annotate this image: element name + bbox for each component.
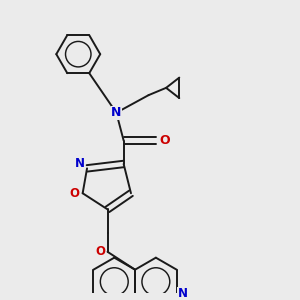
Text: N: N [178, 287, 188, 300]
Text: O: O [95, 245, 105, 258]
Text: O: O [70, 187, 80, 200]
Text: N: N [111, 106, 122, 119]
Text: N: N [75, 157, 85, 169]
Text: O: O [159, 134, 170, 147]
